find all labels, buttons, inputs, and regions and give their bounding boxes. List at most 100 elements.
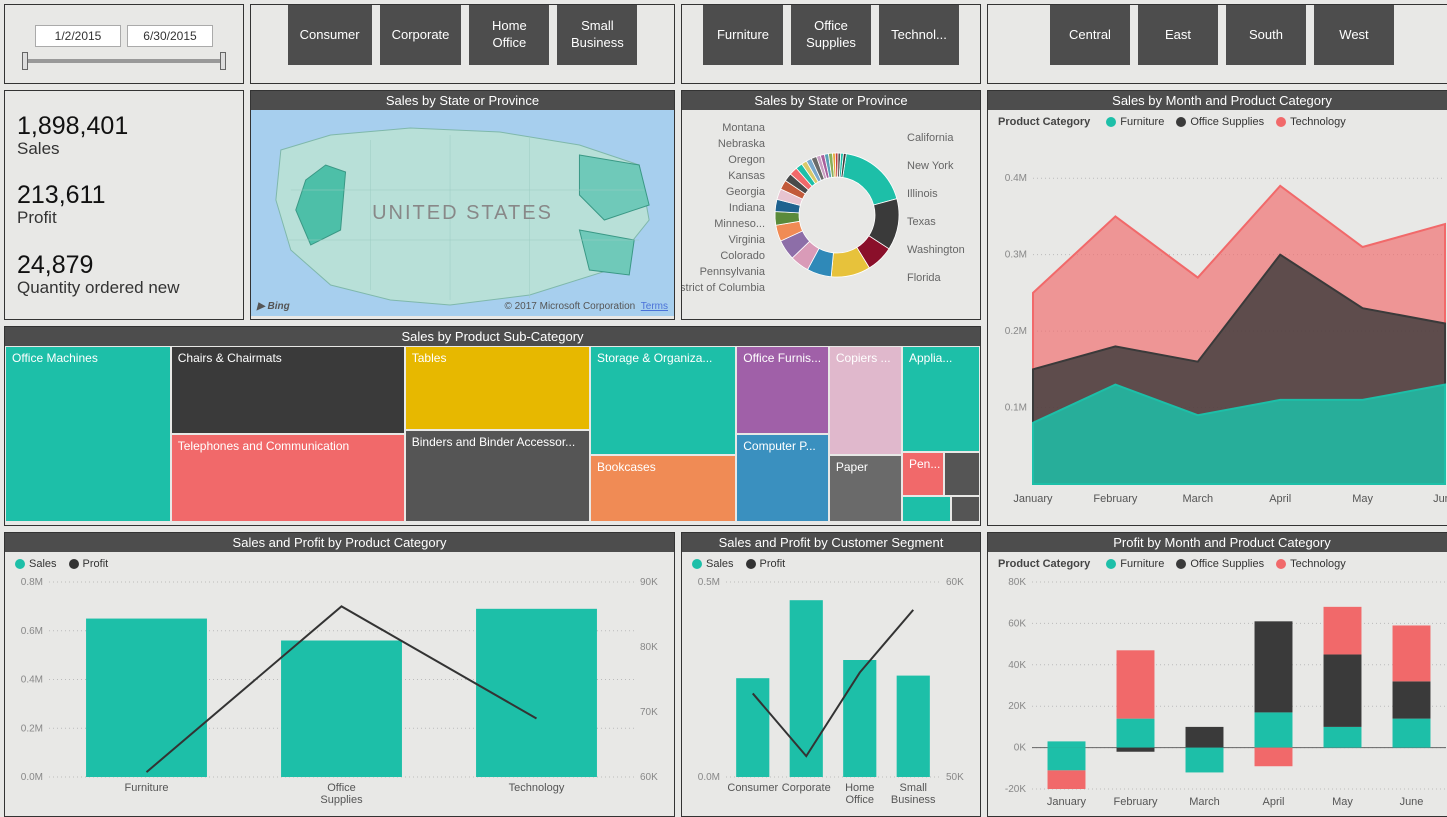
donut-label: District of Columbia: [681, 282, 765, 294]
treemap-tile[interactable]: Bookcases: [590, 455, 736, 522]
segment-btn-consumer[interactable]: Consumer: [288, 5, 372, 65]
svg-text:Technology: Technology: [509, 782, 565, 794]
combo1-title: Sales and Profit by Product Category: [5, 533, 674, 552]
segment-btn-corporate[interactable]: Corporate: [380, 5, 462, 65]
treemap-tile[interactable]: Office Machines: [5, 346, 171, 522]
combo1-panel: Sales and Profit by Product Category Sal…: [4, 532, 675, 817]
segment-btn-home-office[interactable]: HomeOffice: [469, 5, 549, 65]
svg-text:January: January: [1013, 493, 1053, 505]
treemap-tile[interactable]: Storage & Organiza...: [590, 346, 736, 455]
map-attribution: © 2017 Microsoft Corporation Terms: [504, 301, 668, 312]
donut-title: Sales by State or Province: [682, 91, 980, 110]
treemap-tile[interactable]: Telephones and Communication: [171, 434, 405, 522]
region-btn-west[interactable]: West: [1314, 5, 1394, 65]
svg-text:Supplies: Supplies: [320, 794, 363, 806]
donut-chart[interactable]: MontanaNebraskaOregonKansasGeorgiaIndian…: [682, 110, 980, 316]
donut-label: Kansas: [728, 170, 765, 182]
donut-label: Georgia: [726, 186, 765, 198]
svg-text:Furniture: Furniture: [124, 782, 168, 794]
treemap-tile[interactable]: Office Furnis...: [736, 346, 829, 434]
date-to[interactable]: 6/30/2015: [127, 25, 213, 47]
donut-label: Montana: [722, 122, 765, 134]
region-btn-south[interactable]: South: [1226, 5, 1306, 65]
svg-text:40K: 40K: [1008, 660, 1026, 671]
svg-text:January: January: [1047, 796, 1087, 808]
svg-text:0.4M: 0.4M: [1005, 173, 1027, 184]
svg-text:0.2M: 0.2M: [21, 723, 43, 734]
donut-label: Pennsylvania: [700, 266, 765, 278]
kpi-sales: 1,898,401Sales: [17, 112, 231, 159]
combo1-chart[interactable]: Sales Profit0.0M0.2M0.4M0.6M0.8M60K70K80…: [5, 552, 674, 813]
svg-text:0.3M: 0.3M: [1005, 250, 1027, 261]
treemap-tile[interactable]: Paper: [829, 455, 902, 522]
svg-text:June: June: [1433, 493, 1447, 505]
segment-filter: ConsumerCorporateHomeOfficeSmallBusiness: [250, 4, 675, 84]
treemap-tile[interactable]: Applia...: [902, 346, 980, 452]
svg-text:80K: 80K: [1008, 577, 1026, 588]
kpi-profit: 213,611Profit: [17, 181, 231, 228]
segment-btn-small-business[interactable]: SmallBusiness: [557, 5, 637, 65]
svg-text:Office: Office: [327, 782, 356, 794]
treemap-tile[interactable]: Pen...: [902, 452, 944, 496]
slider-thumb-right[interactable]: [220, 52, 226, 70]
svg-text:-20K: -20K: [1005, 784, 1026, 795]
area-panel: Sales by Month and Product Category Prod…: [987, 90, 1447, 526]
svg-text:Business: Business: [891, 794, 936, 806]
treemap-tile[interactable]: Tables: [405, 346, 590, 430]
treemap-tile[interactable]: Binders and Binder Accessor...: [405, 430, 590, 522]
svg-text:May: May: [1332, 796, 1353, 808]
donut-label: Virginia: [729, 234, 766, 246]
category-btn-office-supplies[interactable]: OfficeSupplies: [791, 5, 871, 65]
map-body[interactable]: UNITED STATES ▶ Bing © 2017 Microsoft Co…: [251, 110, 674, 316]
svg-text:February: February: [1093, 493, 1138, 505]
region-btn-east[interactable]: East: [1138, 5, 1218, 65]
donut-label: Nebraska: [718, 138, 765, 150]
date-from[interactable]: 1/2/2015: [35, 25, 121, 47]
donut-panel: Sales by State or Province Montana Nebras…: [681, 90, 981, 320]
category-btn-furniture[interactable]: Furniture: [703, 5, 783, 65]
area-chart[interactable]: Product CategoryFurnitureOffice Supplies…: [988, 110, 1447, 522]
treemap-tile[interactable]: Chairs & Chairmats: [171, 346, 405, 434]
svg-text:0.0M: 0.0M: [21, 772, 43, 783]
treemap-tile[interactable]: Computer P...: [736, 434, 829, 522]
donut-label: New York: [907, 160, 953, 172]
svg-text:70K: 70K: [640, 707, 658, 718]
category-filter: FurnitureOfficeSuppliesTechnol...: [681, 4, 981, 84]
treemap-panel: Sales by Product Sub-Category Office Mac…: [4, 326, 981, 526]
treemap-tile[interactable]: [902, 496, 951, 522]
svg-text:90K: 90K: [640, 577, 658, 588]
svg-text:April: April: [1262, 796, 1284, 808]
svg-text:0.0M: 0.0M: [698, 772, 720, 783]
region-btn-central[interactable]: Central: [1050, 5, 1130, 65]
svg-text:Office: Office: [845, 794, 874, 806]
donut-label: Washington: [907, 244, 965, 256]
region-filter: CentralEastSouthWest: [987, 4, 1447, 84]
svg-text:0.8M: 0.8M: [21, 577, 43, 588]
svg-text:60K: 60K: [640, 772, 658, 783]
donut-label: Texas: [907, 216, 936, 228]
svg-text:Home: Home: [845, 782, 874, 794]
date-slicer[interactable]: 1/2/2015 6/30/2015: [4, 4, 244, 84]
map-panel: Sales by State or Province UNITED STATES: [250, 90, 675, 320]
svg-text:60K: 60K: [1008, 618, 1026, 629]
stacked-chart[interactable]: Product CategoryFurnitureOffice Supplies…: [988, 552, 1447, 813]
svg-text:Small: Small: [899, 782, 927, 794]
map-center-label: UNITED STATES: [372, 202, 553, 225]
treemap-tile[interactable]: [951, 496, 980, 522]
svg-text:20K: 20K: [1008, 701, 1026, 712]
date-slider-track[interactable]: [24, 59, 224, 63]
slider-thumb-left[interactable]: [22, 52, 28, 70]
bing-logo: ▶ Bing: [257, 301, 290, 312]
treemap-chart[interactable]: Office MachinesChairs & ChairmatsTelepho…: [5, 346, 980, 522]
treemap-tile[interactable]: Copiers ...: [829, 346, 902, 455]
treemap-tile[interactable]: [944, 452, 980, 496]
svg-text:February: February: [1113, 796, 1158, 808]
map-terms-link[interactable]: Terms: [641, 301, 668, 312]
donut-label: Oregon: [728, 154, 765, 166]
svg-text:March: March: [1183, 493, 1214, 505]
svg-text:60K: 60K: [946, 577, 964, 588]
svg-text:0.6M: 0.6M: [21, 626, 43, 637]
svg-text:June: June: [1400, 796, 1424, 808]
category-btn-technol-[interactable]: Technol...: [879, 5, 959, 65]
combo2-chart[interactable]: Sales Profit0.0M0.5M50K60KConsumerCorpor…: [682, 552, 980, 813]
